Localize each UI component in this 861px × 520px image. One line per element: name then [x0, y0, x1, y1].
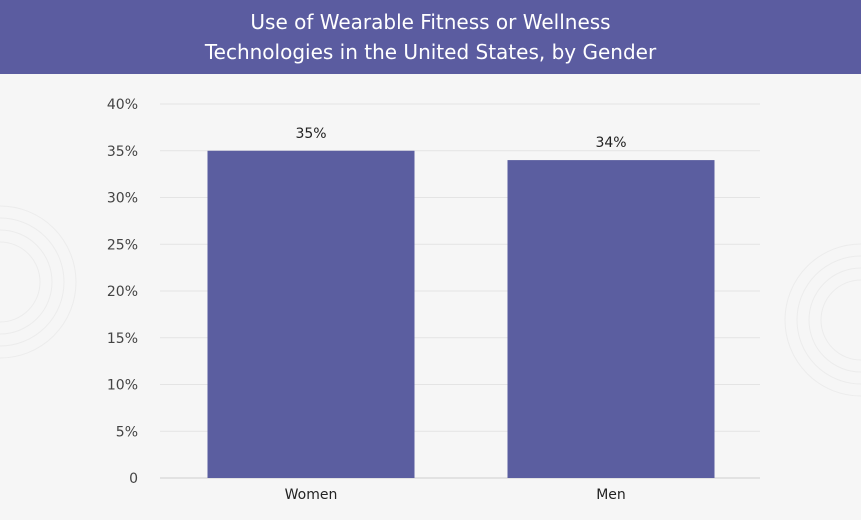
data-label: 35%	[295, 126, 326, 142]
y-tick-label: 30%	[107, 191, 138, 207]
y-tick-label: 20%	[107, 284, 138, 300]
chart-title: Use of Wearable Fitness or Wellness Tech…	[0, 0, 861, 74]
bar-men	[507, 160, 715, 478]
title-line-2: Technologies in the United States, by Ge…	[204, 40, 657, 64]
y-tick-label: 15%	[107, 331, 138, 347]
y-tick-label: 5%	[116, 424, 138, 440]
bar-women	[207, 150, 415, 478]
x-tick-label: Women	[285, 487, 338, 503]
y-tick-label: 10%	[107, 378, 138, 394]
y-tick-label: 0	[129, 471, 138, 487]
y-tick-label: 25%	[107, 237, 138, 253]
y-tick-label: 35%	[107, 144, 138, 160]
x-tick-label: Men	[596, 487, 626, 503]
y-tick-label: 40%	[107, 97, 138, 113]
background-decoration	[0, 205, 861, 397]
data-label: 34%	[595, 135, 626, 151]
title-line-1: Use of Wearable Fitness or Wellness	[250, 10, 611, 34]
